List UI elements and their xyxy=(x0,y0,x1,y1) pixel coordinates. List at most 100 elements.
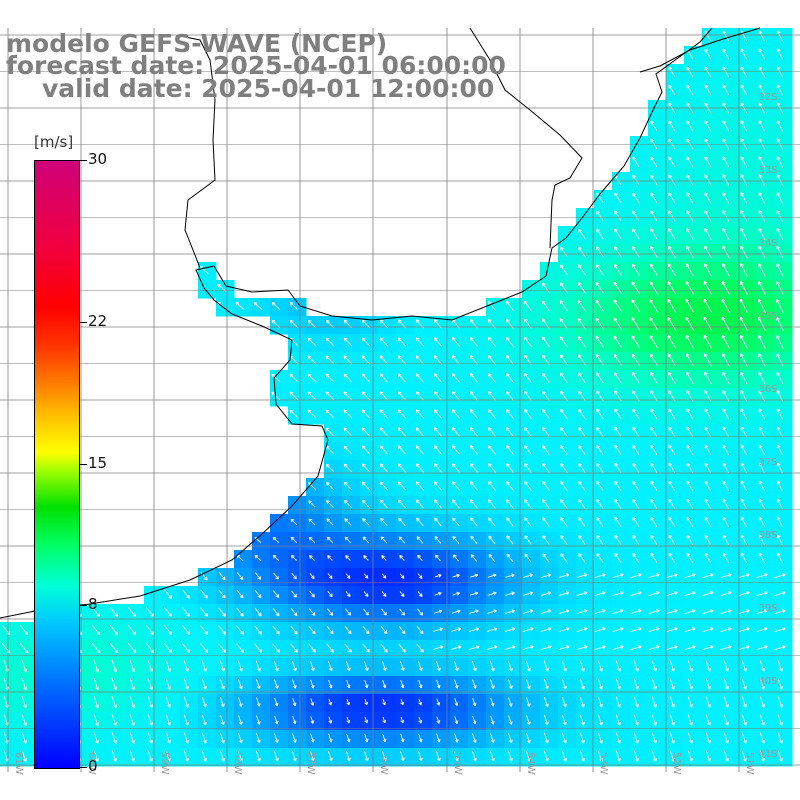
wind-arrow xyxy=(504,645,516,651)
wind-arrow xyxy=(343,337,353,347)
speed-cell xyxy=(252,586,271,605)
speed-cell xyxy=(198,640,217,659)
wind-arrow xyxy=(364,716,369,724)
speed-cell xyxy=(684,406,703,425)
wind-arrow xyxy=(632,498,640,509)
speed-cell xyxy=(522,658,541,677)
wind-arrow xyxy=(21,696,28,709)
wind-arrow xyxy=(254,590,262,599)
speed-cell xyxy=(540,694,559,713)
wind-arrow xyxy=(434,573,442,578)
wind-arrow xyxy=(433,427,442,437)
speed-cell xyxy=(396,622,415,641)
wind-arrow xyxy=(487,336,496,347)
wind-arrow xyxy=(526,715,531,726)
speed-cell xyxy=(324,604,343,623)
wind-arrow xyxy=(687,678,693,690)
wind-arrow xyxy=(704,426,712,438)
wind-arrow xyxy=(561,714,567,726)
wind-arrow xyxy=(632,444,640,456)
wind-arrow xyxy=(776,192,784,204)
speed-cell xyxy=(720,514,739,533)
wind-arrow xyxy=(524,499,532,509)
wind-arrow xyxy=(453,660,459,672)
speed-cell xyxy=(252,550,271,569)
speed-cell xyxy=(540,352,559,371)
latitude-label: 39S xyxy=(758,603,777,614)
wind-arrow xyxy=(758,263,766,277)
wind-arrow xyxy=(129,714,135,726)
speed-cell xyxy=(774,46,793,65)
wind-arrow xyxy=(595,299,605,312)
speed-cell xyxy=(126,748,145,767)
speed-cell xyxy=(594,262,613,281)
wind-arrow xyxy=(685,281,695,295)
wind-arrow xyxy=(668,138,676,150)
wind-arrow xyxy=(722,138,730,150)
wind-arrow xyxy=(703,281,713,295)
wind-arrow xyxy=(614,462,622,473)
wind-arrow xyxy=(776,138,784,150)
wind-arrow xyxy=(236,607,244,617)
wind-arrow xyxy=(451,463,460,473)
wind-arrow xyxy=(722,408,730,420)
wind-arrow xyxy=(632,462,640,474)
wind-arrow xyxy=(792,610,800,615)
wind-arrow xyxy=(343,427,353,437)
speed-cell xyxy=(450,478,469,497)
wind-arrow xyxy=(776,371,784,385)
wind-arrow xyxy=(614,552,622,563)
wind-arrow xyxy=(328,733,333,743)
speed-cell xyxy=(468,406,487,425)
speed-cell xyxy=(522,640,541,659)
wind-arrow xyxy=(558,573,570,578)
wind-arrow xyxy=(91,607,101,618)
latitude-label: 40S xyxy=(758,676,777,687)
wind-arrow xyxy=(722,174,730,186)
speed-cell xyxy=(648,280,667,299)
speed-cell xyxy=(558,694,577,713)
speed-cell xyxy=(342,550,361,569)
wind-arrow xyxy=(218,625,226,635)
wind-arrow xyxy=(382,698,387,706)
speed-cell xyxy=(162,658,181,677)
wind-arrow xyxy=(685,353,694,367)
speed-cell xyxy=(414,712,433,731)
wind-arrow xyxy=(540,609,552,614)
wind-arrow xyxy=(379,337,389,347)
wind-arrow xyxy=(758,66,766,78)
wind-arrow xyxy=(649,335,659,349)
wind-arrow xyxy=(147,750,153,762)
wind-arrow xyxy=(506,463,514,473)
wind-arrow xyxy=(436,698,441,706)
wind-arrow xyxy=(381,573,387,579)
wind-arrow xyxy=(613,335,623,349)
wind-arrow xyxy=(721,280,730,295)
speed-cell xyxy=(450,370,469,389)
wind-arrow xyxy=(578,553,586,563)
speed-cell xyxy=(468,586,487,605)
wind-arrow xyxy=(632,480,640,491)
speed-cell xyxy=(198,712,217,731)
wind-arrow xyxy=(596,534,604,545)
speed-cell xyxy=(252,568,271,587)
wind-arrow xyxy=(486,627,498,632)
wind-arrow xyxy=(561,696,567,708)
wind-arrow xyxy=(470,445,478,455)
speed-cell xyxy=(342,514,361,533)
wind-arrow xyxy=(774,609,786,615)
speed-cell xyxy=(270,316,289,335)
wind-arrow xyxy=(776,426,783,438)
speed-cell xyxy=(324,712,343,731)
wind-arrow xyxy=(561,732,567,744)
speed-cell xyxy=(126,694,145,713)
wind-arrow xyxy=(219,732,225,744)
wind-arrow xyxy=(147,660,153,673)
speed-cell xyxy=(756,586,775,605)
wind-arrow xyxy=(93,677,100,691)
wind-arrow xyxy=(614,498,622,509)
wind-arrow xyxy=(614,444,622,455)
wind-arrow xyxy=(399,555,405,561)
speed-cell xyxy=(432,442,451,461)
speed-cell xyxy=(576,622,595,641)
